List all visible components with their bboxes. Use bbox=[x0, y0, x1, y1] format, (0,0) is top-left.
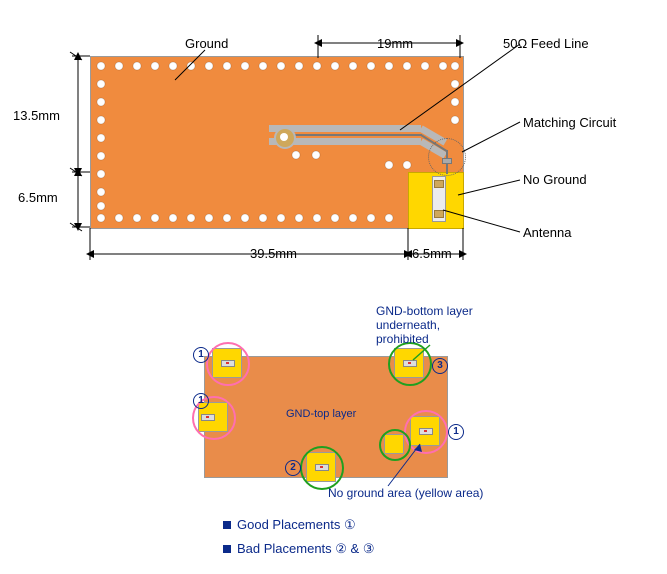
mark-3: 3 bbox=[432, 358, 448, 374]
label-gnd-top: GND-top layer bbox=[286, 408, 356, 420]
matching-circle bbox=[428, 138, 466, 176]
mark-1b: 1 bbox=[193, 393, 209, 409]
legend: Good Placements ① Bad Placements ② & ③ bbox=[223, 516, 374, 558]
label-ground: Ground bbox=[185, 36, 228, 51]
label-antenna: Antenna bbox=[523, 225, 571, 240]
diagram-stage: Ground 50Ω Feed Line Matching Circuit No… bbox=[0, 0, 667, 574]
dim-39.5mm: 39.5mm bbox=[250, 246, 297, 261]
label-no-ground: No Ground bbox=[523, 172, 587, 187]
label-gnd-bottom: GND-bottom layer underneath, prohibited bbox=[376, 305, 526, 346]
bullet-icon bbox=[223, 545, 231, 553]
label-no-ground-note: No ground area (yellow area) bbox=[328, 486, 483, 500]
dim-6.5r: 6.5mm bbox=[412, 246, 452, 261]
mark-2: 2 bbox=[285, 460, 301, 476]
label-matching: Matching Circuit bbox=[523, 115, 616, 130]
dim-13.5mm: 13.5mm bbox=[13, 108, 60, 123]
ring-1a bbox=[206, 342, 250, 386]
dim-6.5mm: 6.5mm bbox=[18, 190, 58, 205]
legend-bad: Bad Placements ② & ③ bbox=[237, 541, 374, 556]
bullet-icon bbox=[223, 521, 231, 529]
mark-1a: 1 bbox=[193, 347, 209, 363]
antenna-body bbox=[432, 176, 446, 222]
dim-19mm: 19mm bbox=[377, 36, 413, 51]
ring-2 bbox=[300, 446, 344, 490]
ring-3 bbox=[388, 342, 432, 386]
mark-1c: 1 bbox=[448, 424, 464, 440]
feed-inner bbox=[282, 134, 422, 136]
label-feed-line: 50Ω Feed Line bbox=[503, 36, 589, 51]
legend-good: Good Placements ① bbox=[237, 517, 356, 532]
